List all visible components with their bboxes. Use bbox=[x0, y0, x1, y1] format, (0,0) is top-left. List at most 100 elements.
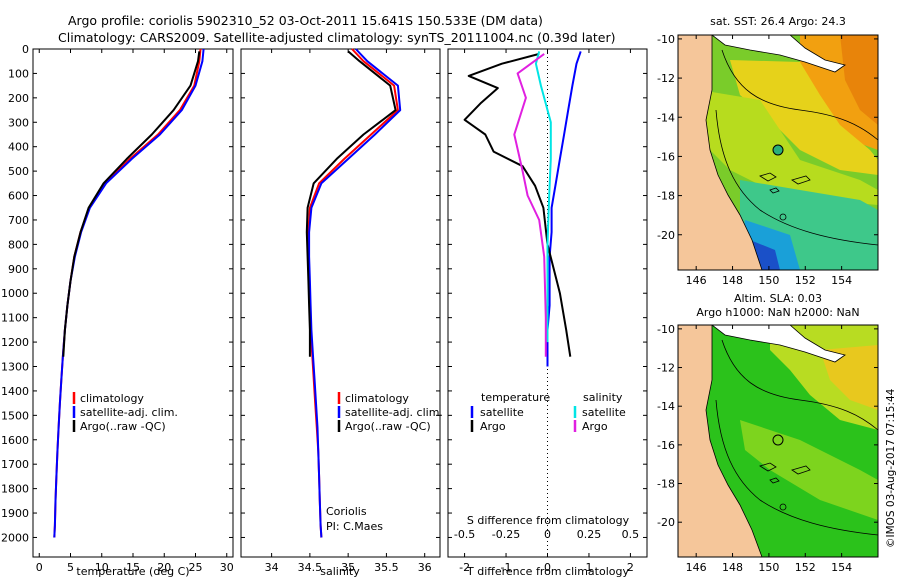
s-difference-axis-label: S difference from climatology bbox=[467, 514, 630, 527]
legend-satellite-label: satellite-adj. clim. bbox=[80, 406, 178, 419]
legend-s-argo-label: Argo bbox=[582, 420, 608, 433]
figure-title-line2: Climatology: CARS2009. Satellite-adjuste… bbox=[58, 30, 615, 45]
series-line-satellite-adj-clim- bbox=[308, 48, 402, 538]
depth-tick-label: 100 bbox=[8, 67, 29, 80]
salinity-panel-frame bbox=[240, 48, 441, 558]
latitude-tick-label: -20 bbox=[657, 229, 675, 242]
sst-warm-band bbox=[730, 60, 878, 175]
latitude-tick-label: -10 bbox=[657, 323, 675, 336]
sst-warmest-region bbox=[840, 35, 878, 125]
legend-argo-label: Argo(..raw -QC) bbox=[345, 420, 431, 433]
longitude-tick-label: 148 bbox=[722, 274, 743, 287]
temperature-plot: 0100200300400500600700800900100011001200… bbox=[1, 43, 234, 574]
legend-argo-label: Argo(..raw -QC) bbox=[80, 420, 166, 433]
sst-map-title: sat. SST: 26.4 Argo: 24.3 bbox=[710, 15, 846, 28]
s-difference-tick-label: 0.5 bbox=[622, 528, 640, 541]
s-difference-tick-label: -0.5 bbox=[454, 528, 475, 541]
x-tick-label: 34 bbox=[265, 561, 279, 574]
longitude-tick-label: 146 bbox=[686, 561, 707, 574]
legend-climatology-label: climatology bbox=[80, 392, 144, 405]
bathymetry-contour bbox=[715, 109, 878, 246]
longitude-tick-label: 148 bbox=[722, 561, 743, 574]
latitude-tick-label: -12 bbox=[657, 362, 675, 375]
bathymetry-contour bbox=[721, 339, 878, 431]
argo-float-marker bbox=[772, 434, 784, 446]
x-tick-label: 2 bbox=[627, 561, 634, 574]
legend-climatology-label: climatology bbox=[345, 392, 409, 405]
x-tick-label: 25 bbox=[189, 561, 203, 574]
latitude-tick-label: -16 bbox=[657, 150, 675, 163]
latitude-tick-label: -18 bbox=[657, 478, 675, 491]
difference-legend: temperature salinity satellite Argo sate… bbox=[470, 391, 626, 433]
sst-mid-band bbox=[700, 90, 878, 205]
depth-tick-label: 1600 bbox=[1, 434, 29, 447]
land-australia bbox=[678, 35, 763, 270]
x-tick-label: 35.5 bbox=[374, 561, 399, 574]
sla-map-title-line1: Altim. SLA: 0.03 bbox=[734, 292, 822, 305]
depth-tick-label: 700 bbox=[8, 214, 29, 227]
temperature-legend: climatology satellite-adj. clim. Argo(..… bbox=[72, 392, 178, 433]
latitude-tick-label: -10 bbox=[657, 33, 675, 46]
reef-outline bbox=[759, 172, 811, 194]
depth-tick-label: 1400 bbox=[1, 385, 29, 398]
legend-t-satellite-label: satellite bbox=[480, 406, 524, 419]
latitude-tick-label: -16 bbox=[657, 439, 675, 452]
figure-title-line1: Argo profile: coriolis 5902310_52 03-Oct… bbox=[68, 13, 543, 28]
s-difference-tick-label: 0.25 bbox=[577, 528, 602, 541]
series-line-climatology bbox=[307, 48, 399, 538]
sst-map bbox=[678, 35, 878, 270]
depth-tick-label: 1900 bbox=[1, 507, 29, 520]
longitude-tick-label: 152 bbox=[795, 274, 816, 287]
depth-tick-label: 900 bbox=[8, 263, 29, 276]
x-tick-label: 20 bbox=[157, 561, 171, 574]
x-tick-label: 34.5 bbox=[298, 561, 323, 574]
series-line-satellite-adj-clim- bbox=[53, 48, 205, 538]
latitude-tick-label: -18 bbox=[657, 190, 675, 203]
salinity-legend: climatology satellite-adj. clim. Argo(..… bbox=[337, 392, 443, 433]
depth-tick-label: 1500 bbox=[1, 409, 29, 422]
legend-s-satellite-label: satellite bbox=[582, 406, 626, 419]
sla-map-ticks: -10 -12 -14 -16 -18 -20 146 148 150 152 154 bbox=[657, 323, 878, 574]
depth-tick-label: 1800 bbox=[1, 483, 29, 496]
latitude-tick-label: -14 bbox=[657, 111, 675, 124]
salinity-plot: 34 34.5 35 35.5 36 bbox=[241, 48, 440, 574]
principal-investigator-label: PI: C.Maes bbox=[326, 520, 383, 533]
bathymetry-contour bbox=[715, 399, 878, 536]
temperature-panel-frame bbox=[32, 48, 234, 558]
longitude-tick-label: 150 bbox=[758, 274, 779, 287]
latitude-tick-label: -12 bbox=[657, 72, 675, 85]
x-tick-label: -2 bbox=[459, 561, 470, 574]
x-tick-label: 36 bbox=[418, 561, 432, 574]
depth-tick-label: 2000 bbox=[1, 531, 29, 544]
latitude-tick-label: -20 bbox=[657, 516, 675, 529]
longitude-tick-label: 152 bbox=[795, 561, 816, 574]
sla-map-frame bbox=[677, 324, 879, 558]
salinity-axis-label: salinity bbox=[320, 565, 360, 578]
data-centre-label: Coriolis bbox=[326, 505, 367, 518]
longitude-tick-label: 146 bbox=[686, 274, 707, 287]
depth-tick-label: 400 bbox=[8, 141, 29, 154]
land-new-guinea bbox=[711, 325, 846, 363]
reef-outline bbox=[759, 462, 811, 484]
depth-tick-label: 500 bbox=[8, 165, 29, 178]
series-line-salinity-satellite bbox=[534, 51, 552, 343]
legend-t-argo-label: Argo bbox=[480, 420, 506, 433]
legend-temperature-header: temperature bbox=[481, 391, 550, 404]
longitude-tick-label: 154 bbox=[831, 274, 852, 287]
secondary-marker bbox=[779, 213, 787, 221]
series-line-temperature-argo bbox=[463, 52, 572, 357]
series-line-argo-raw-qc- bbox=[305, 50, 397, 357]
sla-map-title-line2: Argo h1000: NaN h2000: NaN bbox=[696, 306, 859, 319]
depth-tick-label: 1200 bbox=[1, 336, 29, 349]
x-tick-label: -1 bbox=[501, 561, 512, 574]
sst-map-frame bbox=[677, 34, 879, 271]
x-tick-label: 1 bbox=[585, 561, 592, 574]
x-tick-label: 0 bbox=[36, 561, 43, 574]
x-tick-label: 30 bbox=[220, 561, 234, 574]
latitude-tick-label: -14 bbox=[657, 400, 675, 413]
legend-satellite-label: satellite-adj. clim. bbox=[345, 406, 443, 419]
sst-map-ticks: -10 -12 -14 -16 -18 -20 146 148 150 152 154 bbox=[657, 33, 878, 287]
t-difference-axis-label: T difference from climatology bbox=[466, 565, 629, 578]
imos-watermark: ©IMOS 03-Aug-2017 07:15:44 bbox=[885, 388, 897, 548]
land-australia bbox=[678, 325, 763, 557]
